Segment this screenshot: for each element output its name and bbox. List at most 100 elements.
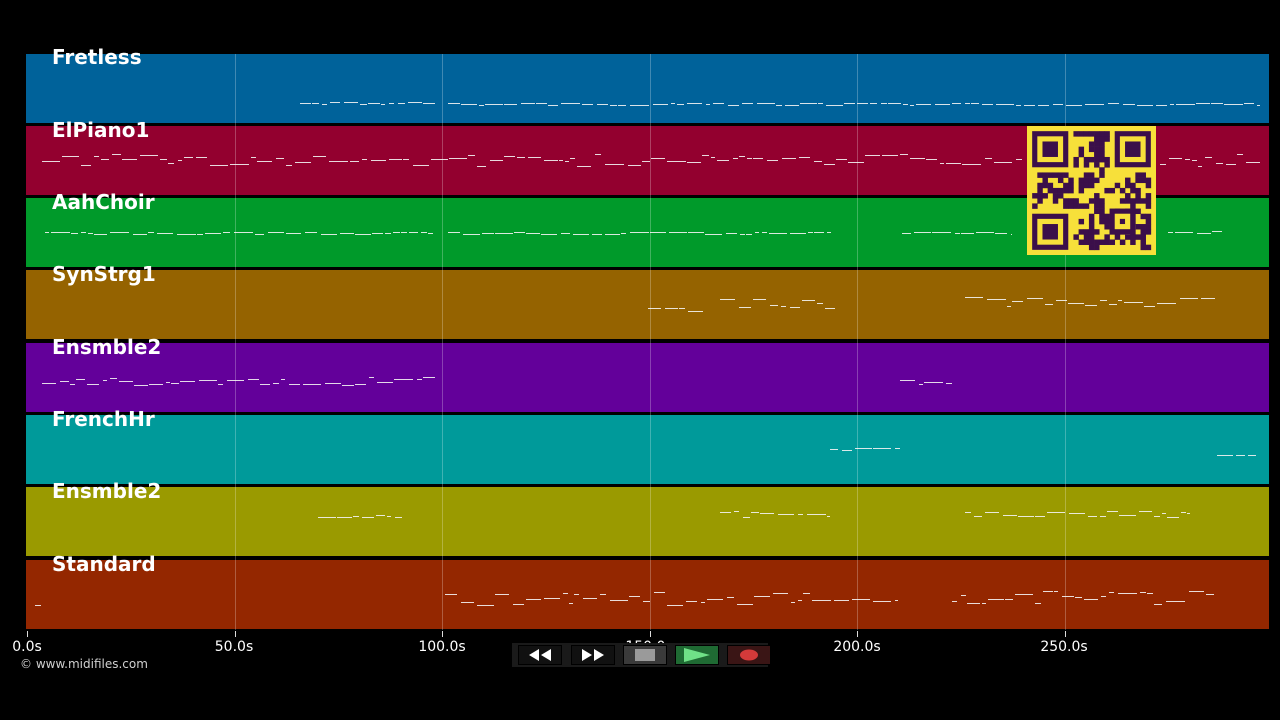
note bbox=[570, 158, 575, 159]
track-label: AahChoir bbox=[52, 190, 155, 214]
fast-forward-button[interactable] bbox=[571, 645, 615, 665]
note bbox=[1108, 103, 1119, 104]
note bbox=[1100, 300, 1107, 301]
note bbox=[428, 233, 433, 234]
note bbox=[651, 158, 665, 159]
qr-module bbox=[1083, 239, 1090, 245]
qr-module bbox=[1094, 177, 1100, 184]
qr-module bbox=[1088, 182, 1095, 189]
note bbox=[621, 233, 626, 234]
qr-module bbox=[1140, 177, 1146, 184]
qr-module bbox=[1140, 224, 1146, 230]
note bbox=[994, 162, 1012, 163]
qr-module bbox=[1042, 193, 1048, 199]
qr-module bbox=[1088, 239, 1095, 245]
note bbox=[1047, 512, 1065, 513]
note bbox=[393, 232, 400, 233]
rewind-button[interactable] bbox=[518, 645, 562, 665]
note bbox=[595, 154, 601, 155]
note bbox=[60, 381, 69, 382]
note bbox=[1038, 105, 1049, 106]
note bbox=[273, 383, 279, 384]
note bbox=[1053, 104, 1063, 105]
note bbox=[1170, 104, 1174, 105]
play-button[interactable] bbox=[675, 645, 719, 665]
note bbox=[1162, 513, 1166, 514]
qr-module bbox=[1135, 198, 1141, 204]
qr-module bbox=[1140, 234, 1146, 240]
qr-module bbox=[1068, 203, 1074, 209]
note bbox=[71, 233, 78, 234]
note bbox=[982, 603, 986, 604]
note bbox=[1226, 164, 1236, 165]
note bbox=[504, 156, 515, 157]
qr-module bbox=[1125, 193, 1131, 199]
qr-module bbox=[1099, 151, 1105, 158]
note bbox=[755, 232, 759, 233]
note bbox=[461, 602, 474, 603]
note bbox=[369, 377, 374, 378]
note bbox=[770, 305, 778, 306]
qr-module bbox=[1057, 187, 1064, 194]
track-lane-standard bbox=[26, 560, 1269, 629]
note bbox=[817, 303, 823, 304]
note bbox=[281, 379, 285, 380]
note bbox=[477, 605, 494, 606]
note bbox=[223, 232, 230, 233]
qr-module bbox=[1037, 172, 1043, 178]
note bbox=[1169, 158, 1182, 159]
note bbox=[785, 105, 799, 106]
note bbox=[398, 103, 405, 104]
note bbox=[852, 599, 870, 600]
note bbox=[565, 161, 569, 162]
qr-module bbox=[1083, 131, 1090, 137]
note bbox=[733, 158, 738, 159]
note bbox=[844, 103, 855, 104]
note bbox=[961, 595, 966, 596]
gridline bbox=[1065, 54, 1066, 630]
qr-module bbox=[1088, 234, 1095, 240]
qr-module bbox=[1078, 218, 1085, 225]
note bbox=[1007, 306, 1011, 307]
note bbox=[355, 234, 371, 235]
qr-module bbox=[1094, 156, 1100, 163]
note bbox=[312, 103, 319, 104]
track-label: Ensmble2 bbox=[52, 335, 162, 359]
note bbox=[654, 592, 665, 593]
gridline bbox=[650, 54, 651, 630]
note bbox=[628, 165, 641, 166]
qr-module bbox=[1083, 177, 1090, 184]
record-button[interactable] bbox=[727, 645, 771, 665]
note bbox=[686, 601, 697, 602]
note bbox=[1257, 105, 1260, 106]
note bbox=[669, 232, 687, 233]
note bbox=[94, 156, 99, 157]
note bbox=[610, 105, 617, 106]
qr-module bbox=[1078, 239, 1085, 245]
qr-module bbox=[1104, 218, 1110, 225]
note bbox=[1066, 105, 1082, 106]
track-lane-ensmble2 bbox=[26, 343, 1269, 412]
note bbox=[935, 104, 950, 105]
note bbox=[842, 450, 852, 451]
note bbox=[895, 448, 900, 449]
note bbox=[1224, 104, 1243, 105]
note bbox=[325, 383, 341, 384]
qr-module bbox=[1145, 198, 1152, 204]
stop-button[interactable] bbox=[623, 645, 667, 665]
note bbox=[800, 103, 817, 104]
note bbox=[630, 105, 649, 106]
qr-module bbox=[1073, 234, 1079, 240]
qr-module bbox=[1042, 182, 1048, 189]
track-label: Ensmble2 bbox=[52, 479, 162, 503]
axis-tick-label: 0.0s bbox=[12, 639, 42, 655]
note bbox=[1016, 105, 1021, 106]
note bbox=[286, 233, 301, 234]
qr-module bbox=[1135, 172, 1141, 178]
note bbox=[643, 601, 650, 602]
track-label: Standard bbox=[52, 552, 156, 576]
note bbox=[148, 232, 154, 233]
note bbox=[445, 594, 457, 595]
note bbox=[119, 381, 133, 382]
note bbox=[597, 104, 608, 105]
